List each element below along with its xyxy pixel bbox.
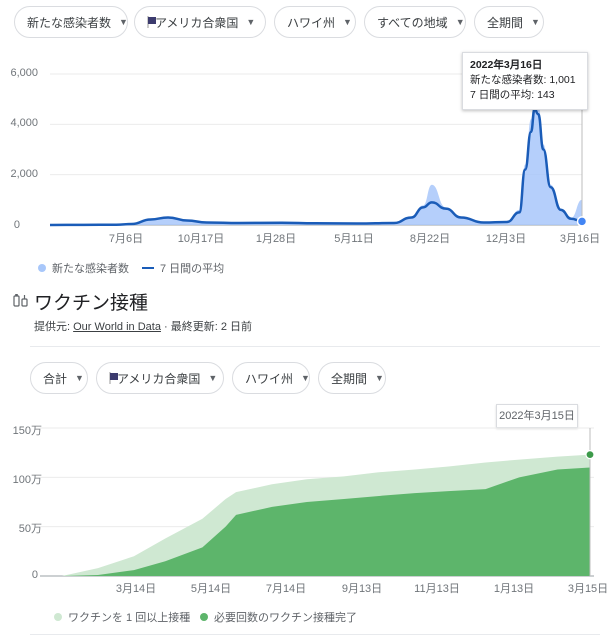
country-dropdown-label: アメリカ合衆国: [155, 15, 239, 30]
period-dropdown[interactable]: 全期間 ▼: [474, 6, 544, 38]
us-flag-icon: [147, 16, 156, 28]
source-prefix: 提供元:: [34, 321, 74, 333]
current-point-marker: [585, 450, 595, 460]
area-dropdown[interactable]: すべての地域 ▼: [364, 6, 466, 38]
tooltip-date: 2022年3月16日: [470, 59, 543, 71]
source-link[interactable]: Our World in Data: [73, 321, 161, 333]
vaccine-y-tick: 0: [31, 569, 38, 581]
vaccine-period-label: 全期間: [331, 371, 368, 386]
country-dropdown[interactable]: アメリカ合衆国 ▼: [134, 6, 266, 38]
metric-dropdown[interactable]: 新たな感染者数 ▼: [14, 6, 128, 38]
vaccine-y-tick: 100万: [12, 474, 42, 486]
source-suffix: · 最終更新: 2 日前: [160, 321, 253, 333]
vaccine-y-tick: 50万: [18, 523, 42, 535]
chevron-down-icon: ▼: [455, 17, 465, 27]
new-cases-area: [50, 86, 582, 225]
one-dose-area: [62, 454, 590, 576]
vaccine-section-title: ワクチン接種: [34, 293, 149, 314]
cases-y-tick: 6,000: [10, 67, 38, 79]
vaccine-x-tick: 7月14日: [265, 583, 307, 595]
tooltip-average: 7 日間の平均: 143: [470, 89, 555, 101]
seven-day-average-line: [49, 107, 583, 227]
syringe-icon: [13, 294, 28, 307]
vaccine-source: 提供元: Our World in Data · 最終更新: 2 日前: [34, 318, 252, 334]
cases-x-tick: 3月16日: [559, 233, 601, 245]
section-divider: [30, 346, 600, 347]
legend-new-cases-label: 新たな感染者数: [52, 263, 129, 275]
cases-y-tick: 0: [13, 219, 20, 231]
current-point-marker: [576, 216, 588, 227]
vaccine-x-tick: 3月15日: [567, 583, 609, 595]
region-dropdown-label: ハワイ州: [287, 15, 336, 30]
area-dropdown-label: すべての地域: [377, 15, 448, 30]
chevron-down-icon: ▼: [208, 373, 218, 383]
legend-dot-icon: [38, 264, 46, 272]
vaccine-metric-label: 合計: [43, 371, 68, 386]
chevron-down-icon: ▼: [343, 17, 352, 27]
vaccine-metric-dropdown[interactable]: 合計 ▼: [30, 362, 88, 394]
cases-y-tick: 4,000: [10, 117, 38, 129]
us-flag-icon: [109, 372, 118, 384]
cases-y-tick: 2,000: [10, 168, 38, 180]
legend-average-label: 7 日間の平均: [160, 263, 225, 275]
vaccine-region-dropdown[interactable]: ハワイ州 ▼: [232, 362, 310, 394]
legend-one-dose: ワクチンを 1 回以上接種: [54, 609, 190, 625]
cases-x-tick: 1月28日: [255, 233, 297, 245]
chevron-down-icon: ▼: [75, 373, 84, 383]
cases-x-tick: 7月6日: [108, 233, 144, 245]
legend-new-cases: 新たな感染者数: [38, 260, 129, 276]
vaccine-x-tick: 11月13日: [414, 583, 460, 595]
vaccine-x-tick: 3月14日: [115, 583, 157, 595]
region-dropdown[interactable]: ハワイ州 ▼: [274, 6, 356, 38]
tooltip-new-cases: 新たな感染者数: 1,001: [470, 74, 576, 86]
legend-dot-icon: [54, 613, 62, 621]
cases-chart[interactable]: [0, 0, 614, 250]
cases-x-tick: 8月22日: [409, 233, 451, 245]
cases-x-tick: 12月3日: [485, 233, 527, 245]
vaccine-region-label: ハワイ州: [245, 371, 294, 386]
period-dropdown-label: 全期間: [487, 15, 524, 30]
vaccine-country-label: アメリカ合衆国: [117, 371, 201, 386]
chevron-down-icon: ▼: [531, 17, 540, 27]
chevron-down-icon: ▼: [375, 373, 384, 383]
cases-tooltip: 2022年3月16日 新たな感染者数: 1,001 7 日間の平均: 143: [462, 52, 588, 110]
chevron-down-icon: ▼: [119, 17, 128, 27]
vaccine-x-tick: 1月13日: [493, 583, 535, 595]
vaccine-country-dropdown[interactable]: アメリカ合衆国 ▼: [96, 362, 224, 394]
bottom-divider: [30, 634, 600, 635]
legend-fully-vaccinated-label: 必要回数のワクチン接種完了: [214, 612, 357, 624]
vaccine-x-tick: 5月14日: [190, 583, 232, 595]
vaccine-period-dropdown[interactable]: 全期間 ▼: [318, 362, 386, 394]
legend-one-dose-label: ワクチンを 1 回以上接種: [68, 612, 191, 624]
vaccine-y-tick: 150万: [12, 425, 42, 437]
legend-fully-vaccinated: 必要回数のワクチン接種完了: [200, 609, 357, 625]
cases-x-tick: 10月17日: [177, 233, 225, 245]
metric-dropdown-label: 新たな感染者数: [27, 15, 112, 30]
vaccine-x-tick: 9月13日: [341, 583, 383, 595]
fully-vaccinated-area: [62, 467, 590, 576]
chevron-down-icon: ▼: [301, 373, 310, 383]
cases-x-tick: 5月11日: [334, 233, 374, 245]
legend-line-icon: [142, 267, 154, 269]
chevron-down-icon: ▼: [246, 17, 256, 27]
vaccine-date-box: 2022年3月15日: [496, 404, 578, 428]
legend-average: 7 日間の平均: [142, 260, 224, 276]
legend-dot-icon: [200, 613, 208, 621]
